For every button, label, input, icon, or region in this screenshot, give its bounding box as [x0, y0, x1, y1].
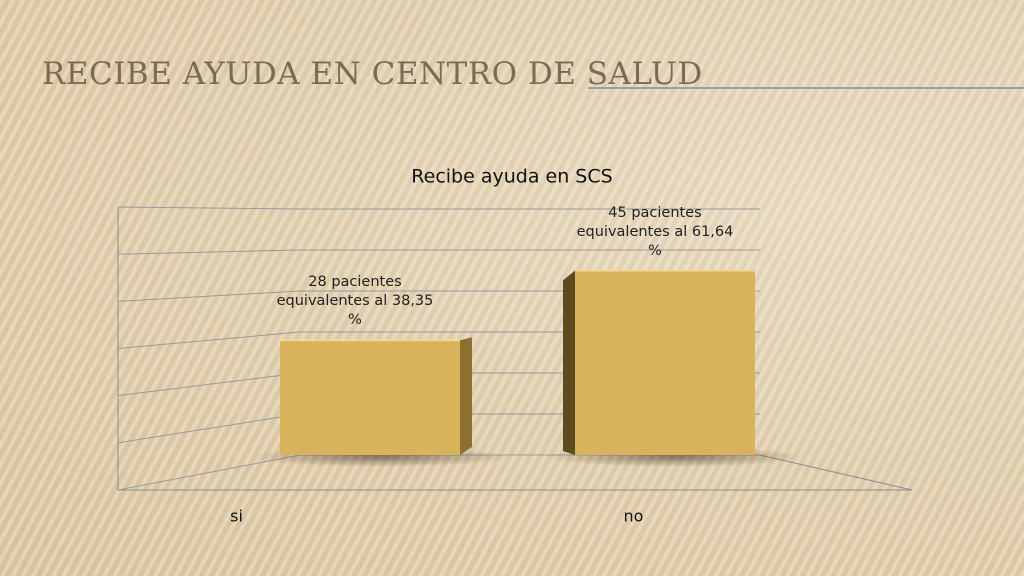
x-tick-label: si	[230, 507, 243, 526]
data-label: 28 pacientes equivalentes al 38,35 %	[276, 274, 434, 329]
grid-line	[117, 249, 760, 255]
data-label: 45 pacientes equivalentes al 61,64 %	[576, 204, 734, 259]
bar-side	[460, 337, 472, 455]
slide-title: RECIBE AYUDA EN CENTRO DE SALUD	[42, 56, 703, 92]
chart-title: Recibe ayuda en SCS	[411, 166, 612, 188]
bar	[280, 340, 460, 455]
title-rule	[588, 87, 1024, 89]
grid-line	[117, 206, 760, 210]
bar	[575, 270, 755, 455]
bar-side	[563, 270, 575, 455]
x-tick-label: no	[624, 507, 644, 526]
